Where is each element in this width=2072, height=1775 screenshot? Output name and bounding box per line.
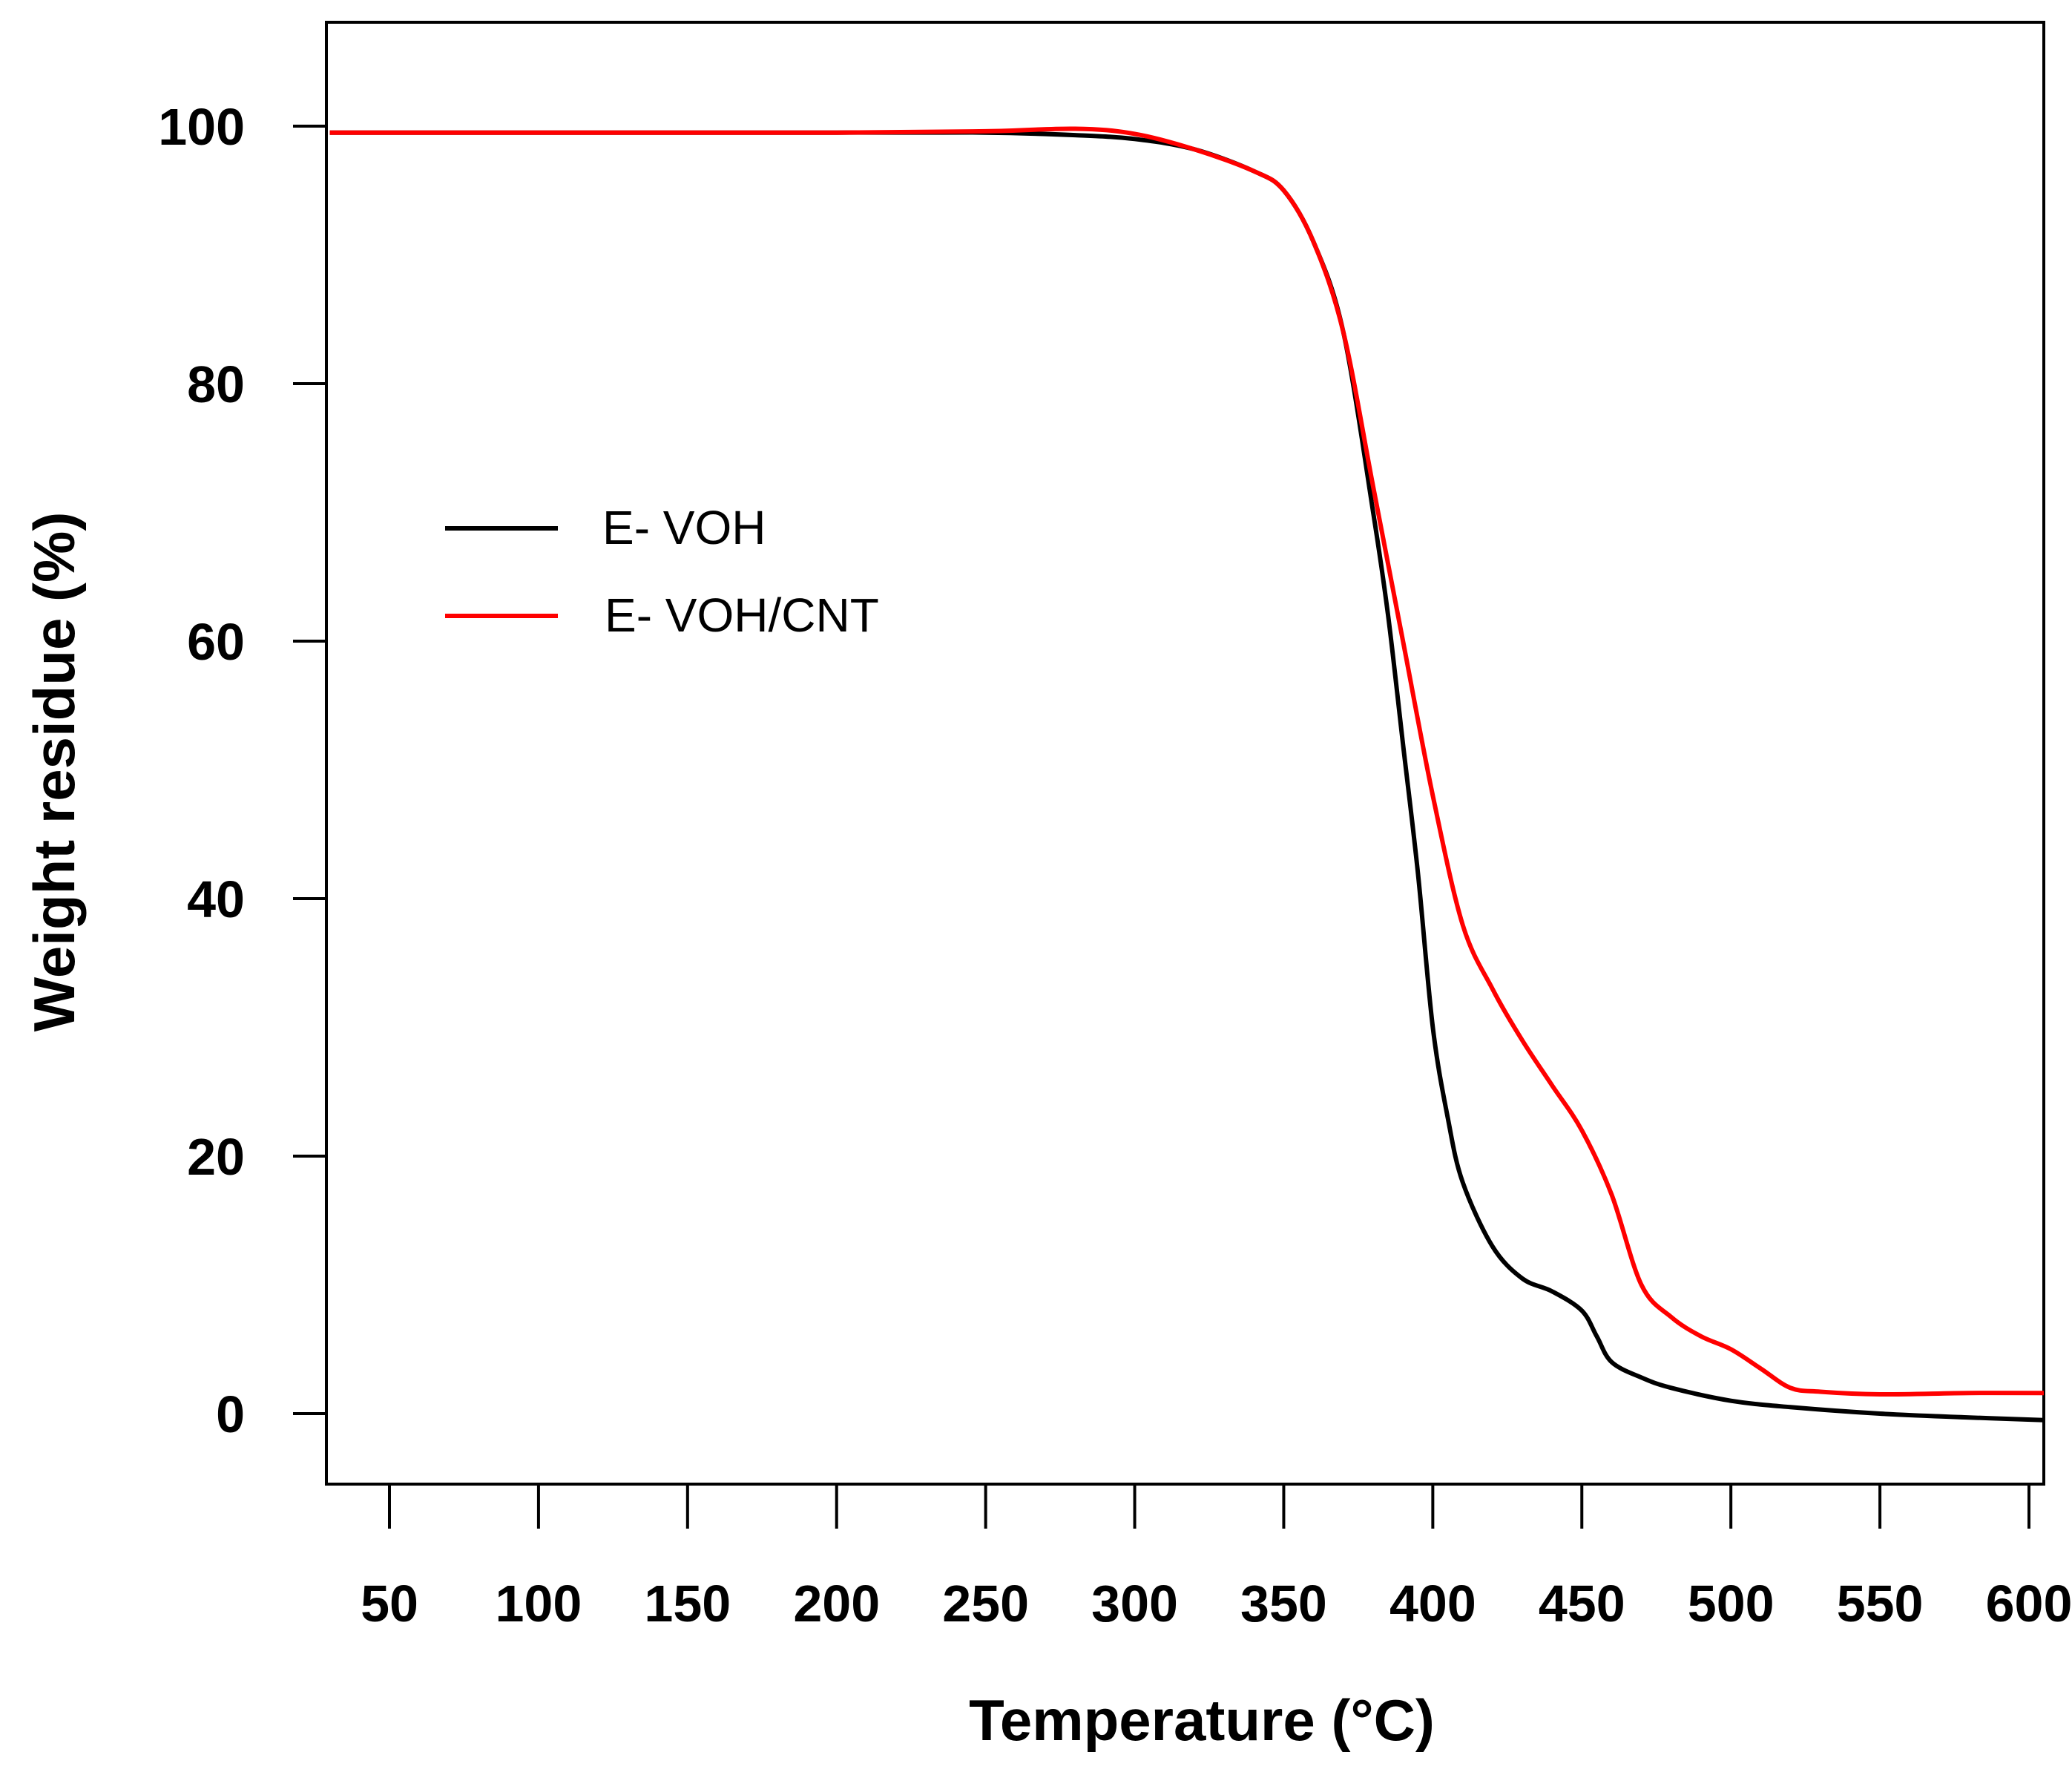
x-tick-label-250: 250 bbox=[942, 1575, 1029, 1633]
y-tick-label-80: 80 bbox=[187, 355, 245, 413]
x-tick-label-450: 450 bbox=[1539, 1575, 1625, 1633]
x-tick-label-150: 150 bbox=[644, 1575, 731, 1633]
y-tick-label-100: 100 bbox=[158, 98, 245, 156]
x-tick-label-300: 300 bbox=[1091, 1575, 1178, 1633]
x-tick-label-50: 50 bbox=[361, 1575, 418, 1633]
legend-label-e-voh-cnt: E- VOH/CNT bbox=[605, 588, 879, 642]
legend-label-e-voh: E- VOH bbox=[602, 501, 766, 554]
y-tick-label-40: 40 bbox=[187, 870, 245, 928]
x-tick-label-200: 200 bbox=[793, 1575, 880, 1633]
x-axis-ticks: 50 100 150 200 250 300 350 400 450 500 550 600 bbox=[361, 1484, 2072, 1633]
x-tick-label-100: 100 bbox=[496, 1575, 582, 1633]
x-tick-label-550: 550 bbox=[1837, 1575, 1924, 1633]
y-axis-ticks: 0 20 40 60 80 100 bbox=[158, 98, 326, 1443]
y-tick-label-20: 20 bbox=[187, 1128, 245, 1186]
y-tick-label-0: 0 bbox=[216, 1385, 245, 1443]
x-axis-title: Temperature (°C) bbox=[969, 1687, 1435, 1753]
series-lines bbox=[329, 126, 2045, 1423]
y-tick-label-60: 60 bbox=[187, 613, 245, 671]
legend: E- VOH E- VOH/CNT bbox=[445, 501, 879, 642]
x-tick-label-400: 400 bbox=[1389, 1575, 1476, 1633]
series-line-e-voh-cnt bbox=[329, 126, 2045, 1397]
plot-frame bbox=[325, 21, 2045, 1486]
y-axis-title: Weight residue (%) bbox=[22, 512, 87, 1032]
series-line-e-voh bbox=[329, 130, 2045, 1423]
x-tick-label-500: 500 bbox=[1688, 1575, 1775, 1633]
x-tick-label-350: 350 bbox=[1240, 1575, 1327, 1633]
x-tick-label-600: 600 bbox=[1986, 1575, 2072, 1633]
